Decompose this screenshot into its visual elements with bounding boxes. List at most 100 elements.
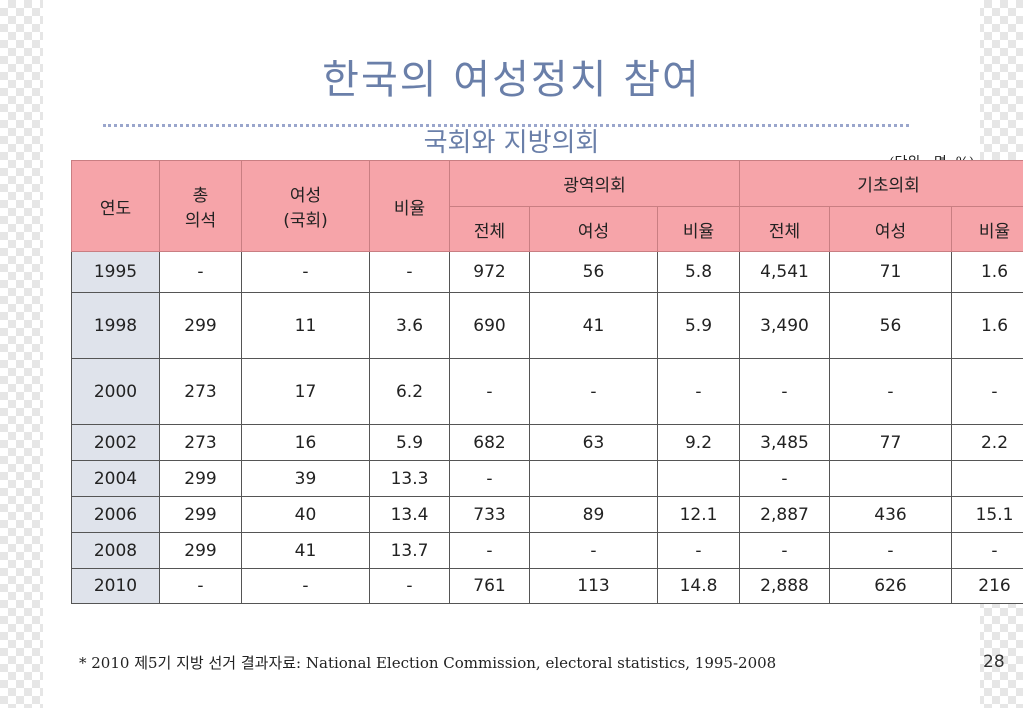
cell-ratio: 13.3 <box>369 460 450 497</box>
cell-year: 2008 <box>71 532 160 569</box>
cell-seats: 299 <box>159 532 242 569</box>
header-women-assembly: 여성 (국회) <box>241 160 370 252</box>
header-basic-women: 여성 <box>829 206 952 252</box>
cell-basic-ratio: 1.6 <box>951 251 1023 293</box>
cell-basic-total: - <box>739 358 830 425</box>
cell-basic-ratio: - <box>951 532 1023 569</box>
cell-seats: - <box>159 568 242 604</box>
cell-regional-ratio: - <box>657 358 740 425</box>
table-row: 2006 299 40 13.4 733 89 12.1 2,887 436 1… <box>71 496 1023 533</box>
cell-year: 2010 <box>71 568 160 604</box>
cell-regional-total: - <box>449 460 530 497</box>
header-year: 연도 <box>71 160 160 252</box>
header-regional-total: 전체 <box>449 206 530 252</box>
header-regional-council: 광역의회 <box>449 160 740 207</box>
cell-basic-total: 3,485 <box>739 424 830 461</box>
cell-basic-women <box>829 460 952 497</box>
header-basic-total: 전체 <box>739 206 830 252</box>
page-subtitle: 국회와 지방의회 <box>423 128 600 158</box>
cell-regional-women: 41 <box>529 292 658 359</box>
cell-basic-women: 77 <box>829 424 952 461</box>
cell-women: 39 <box>241 460 370 497</box>
cell-regional-ratio <box>657 460 740 497</box>
header-basic-council: 기초의회 <box>739 160 1023 207</box>
cell-regional-total: 690 <box>449 292 530 359</box>
header-regional-ratio: 비율 <box>657 206 740 252</box>
cell-basic-ratio: - <box>951 358 1023 425</box>
cell-women: 40 <box>241 496 370 533</box>
cell-basic-total: 2,887 <box>739 496 830 533</box>
header-ratio: 비율 <box>369 160 450 252</box>
header-total-seats-line1: 총 <box>192 186 209 206</box>
cell-ratio: 5.9 <box>369 424 450 461</box>
cell-regional-ratio: 14.8 <box>657 568 740 604</box>
cell-basic-women: 56 <box>829 292 952 359</box>
cell-ratio: - <box>369 251 450 293</box>
cell-regional-women: 56 <box>529 251 658 293</box>
statistics-table: 연도 총 의석 여성 (국회) 비율 광역의회 기초의회 전체 여성 비율 전체… <box>71 160 1023 604</box>
cell-basic-ratio: 216 <box>951 568 1023 604</box>
cell-basic-women: 436 <box>829 496 952 533</box>
cell-regional-ratio: 9.2 <box>657 424 740 461</box>
cell-seats: 299 <box>159 460 242 497</box>
cell-basic-total: - <box>739 532 830 569</box>
cell-women: - <box>241 568 370 604</box>
cell-regional-ratio: 5.9 <box>657 292 740 359</box>
cell-basic-total: - <box>739 460 830 497</box>
cell-women: 17 <box>241 358 370 425</box>
cell-regional-total: 761 <box>449 568 530 604</box>
header-women-assembly-line1: 여성 <box>289 186 322 206</box>
cell-women: 41 <box>241 532 370 569</box>
header-basic-ratio: 비율 <box>951 206 1023 252</box>
cell-women: 11 <box>241 292 370 359</box>
cell-year: 2006 <box>71 496 160 533</box>
cell-seats: 299 <box>159 292 242 359</box>
cell-regional-total: 682 <box>449 424 530 461</box>
cell-basic-total: 4,541 <box>739 251 830 293</box>
cell-regional-total: - <box>449 358 530 425</box>
cell-ratio: 13.7 <box>369 532 450 569</box>
cell-basic-women: - <box>829 358 952 425</box>
cell-basic-ratio: 1.6 <box>951 292 1023 359</box>
cell-ratio: 6.2 <box>369 358 450 425</box>
table-row: 2008 299 41 13.7 - - - - - - <box>71 532 1023 569</box>
table-row: 1995 - - - 972 56 5.8 4,541 71 1.6 <box>71 251 1023 293</box>
cell-basic-ratio: 2.2 <box>951 424 1023 461</box>
header-total-seats-line2: 의석 <box>184 211 217 231</box>
cell-regional-women: 113 <box>529 568 658 604</box>
cell-year: 2000 <box>71 358 160 425</box>
table-row: 2010 - - - 761 113 14.8 2,888 626 216 <box>71 568 1023 604</box>
cell-year: 1995 <box>71 251 160 293</box>
title-divider <box>103 124 909 127</box>
table-row: 1998 299 11 3.6 690 41 5.9 3,490 56 1.6 <box>71 292 1023 359</box>
cell-year: 2004 <box>71 460 160 497</box>
cell-basic-women: 626 <box>829 568 952 604</box>
cell-women: 16 <box>241 424 370 461</box>
cell-regional-total: 733 <box>449 496 530 533</box>
cell-ratio: - <box>369 568 450 604</box>
cell-seats: 273 <box>159 358 242 425</box>
table-row: 2000 273 17 6.2 - - - - - - <box>71 358 1023 425</box>
table-row: 2002 273 16 5.9 682 63 9.2 3,485 77 2.2 <box>71 424 1023 461</box>
cell-seats: 273 <box>159 424 242 461</box>
cell-basic-total: 2,888 <box>739 568 830 604</box>
cell-regional-total: 972 <box>449 251 530 293</box>
page-number: 28 <box>983 652 1005 672</box>
header-women-assembly-line2: (국회) <box>283 211 328 231</box>
cell-seats: - <box>159 251 242 293</box>
cell-year: 1998 <box>71 292 160 359</box>
cell-regional-ratio: 12.1 <box>657 496 740 533</box>
cell-ratio: 13.4 <box>369 496 450 533</box>
cell-basic-ratio: 15.1 <box>951 496 1023 533</box>
cell-basic-women: 71 <box>829 251 952 293</box>
cell-regional-women: 89 <box>529 496 658 533</box>
header-total-seats: 총 의석 <box>159 160 242 252</box>
page-title: 한국의 여성정치 참여 <box>322 57 701 103</box>
cell-year: 2002 <box>71 424 160 461</box>
cell-basic-women: - <box>829 532 952 569</box>
header-regional-women: 여성 <box>529 206 658 252</box>
cell-regional-ratio: 5.8 <box>657 251 740 293</box>
cell-ratio: 3.6 <box>369 292 450 359</box>
cell-basic-total: 3,490 <box>739 292 830 359</box>
cell-regional-women <box>529 460 658 497</box>
